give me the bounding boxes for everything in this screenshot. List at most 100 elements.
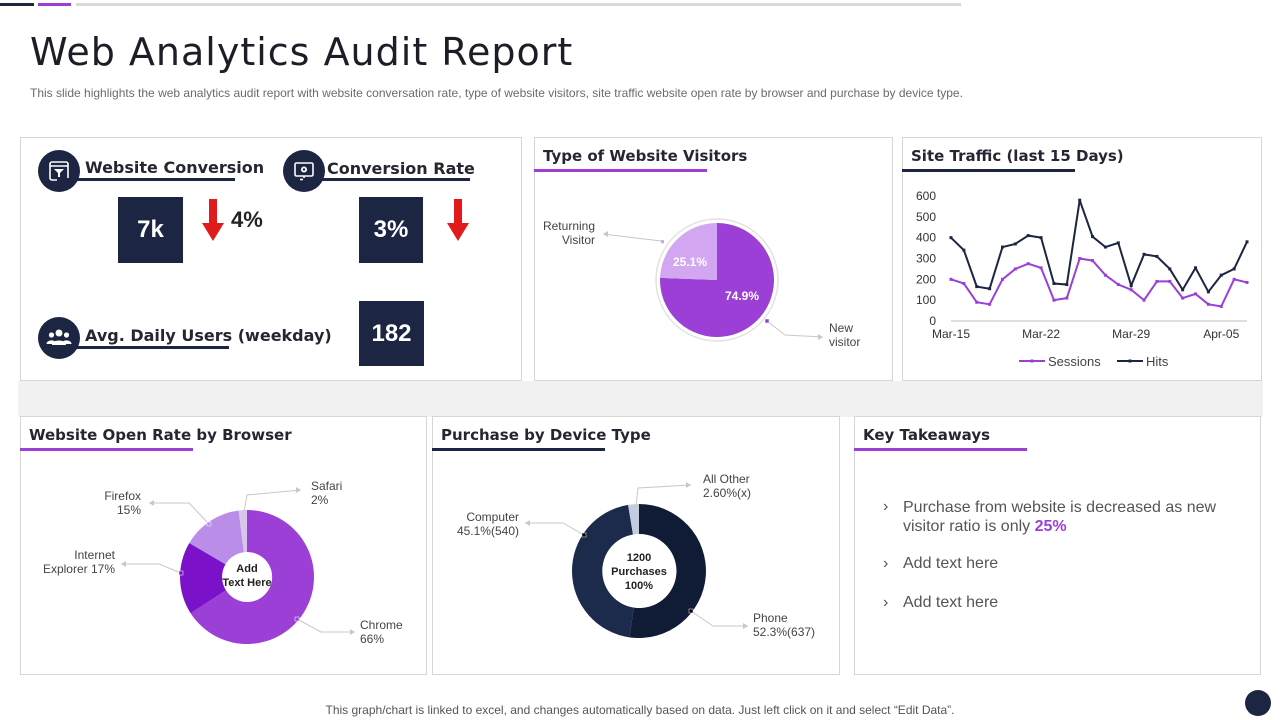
- kpi-card: Website Conversion 7k 4% Conversion Rate…: [20, 137, 522, 381]
- new-visitor-label: New visitor: [829, 321, 861, 349]
- donut-slice-internet-explorer: [180, 542, 226, 614]
- data-point-hits: [1219, 273, 1223, 277]
- avg-daily-users-label: Avg. Daily Users (weekday): [85, 326, 332, 345]
- footer-note: This graph/chart is linked to excel, and…: [325, 703, 955, 717]
- traffic-title: Site Traffic (last 15 Days): [911, 147, 1124, 165]
- y-tick-label: 0: [929, 314, 936, 328]
- page-title: Web Analytics Audit Report: [30, 30, 574, 74]
- series-line-hits: [950, 199, 1248, 294]
- firefox-label: Firefox 15%: [104, 489, 141, 517]
- data-point-sessions: [1168, 279, 1172, 283]
- donut-slice-chrome: [190, 510, 315, 644]
- browser-center-text: Add Text Here: [222, 563, 272, 589]
- data-point-sessions: [988, 302, 992, 306]
- device-card: Purchase by Device Type 1200 Purchases 1…: [432, 416, 840, 675]
- takeaway-1-highlight: 25%: [1034, 518, 1067, 535]
- chevron-right-icon: ›: [883, 555, 889, 572]
- donut-slice-phone: [629, 504, 706, 638]
- y-tick-label: 200: [916, 272, 936, 286]
- visitors-title-underline: [534, 169, 707, 172]
- data-point-hits: [1078, 198, 1082, 202]
- takeaways-title-underline: [854, 448, 1027, 451]
- data-point-sessions: [1245, 280, 1249, 284]
- data-point-hits: [949, 236, 953, 240]
- traffic-card: Site Traffic (last 15 Days) 0 100 200 300 40…: [902, 137, 1262, 381]
- x-tick-label: Mar-15: [932, 327, 970, 341]
- data-point-sessions: [1103, 273, 1107, 277]
- data-point-hits: [1168, 267, 1172, 271]
- takeaways-card: Key Takeaways › Purchase from website is…: [854, 416, 1261, 675]
- donut-slice-computer: [571, 504, 634, 638]
- visitors-title: Type of Website Visitors: [543, 147, 748, 165]
- traffic-title-underline: [902, 169, 1075, 172]
- data-point-hits: [1103, 245, 1107, 249]
- data-point-sessions: [1000, 277, 1004, 281]
- chrome-label: Chrome 66%: [360, 618, 403, 646]
- y-tick-label: 600: [916, 189, 936, 203]
- x-tick-label: Mar-29: [1112, 327, 1150, 341]
- visitors-pie-chart: [602, 218, 824, 342]
- all-other-label: All Other 2.60%(x): [703, 472, 752, 500]
- internet-explorer-label: Internet Explorer 17%: [42, 548, 115, 576]
- y-tick-label: 400: [916, 231, 936, 245]
- takeaway-item-2: › Add text here: [883, 555, 998, 573]
- data-point-hits: [1065, 283, 1069, 287]
- data-point-sessions: [1219, 304, 1223, 308]
- data-point-hits: [1013, 242, 1017, 246]
- data-point-sessions: [1026, 262, 1030, 266]
- data-point-sessions: [1194, 292, 1198, 296]
- new-pct-label: 74.9%: [725, 289, 760, 303]
- data-point-hits: [1194, 266, 1198, 270]
- conversion-rate-underline: [303, 178, 470, 181]
- data-point-sessions: [1155, 279, 1159, 283]
- data-point-sessions: [1206, 302, 1210, 306]
- data-point-sessions: [1039, 266, 1043, 270]
- takeaway-1-text: Purchase from website is decreased as ne…: [903, 499, 1217, 535]
- returning-pct-label: 25.1%: [673, 255, 708, 269]
- x-tick-label: Apr-05: [1203, 327, 1239, 341]
- monitor-gear-icon: [283, 150, 325, 192]
- section-divider-band: [18, 381, 1263, 417]
- browser-title: Website Open Rate by Browser: [29, 426, 292, 444]
- website-conversion-underline: [57, 178, 235, 181]
- data-point-hits: [1245, 240, 1249, 244]
- device-donut-chart: [525, 482, 748, 638]
- takeaway-item-1: › Purchase from website is decreased as …: [883, 498, 1233, 536]
- browser-donut-chart: [121, 487, 355, 644]
- data-point-hits: [1052, 282, 1056, 285]
- data-point-sessions: [949, 277, 953, 281]
- chevron-right-icon: ›: [883, 594, 889, 611]
- donut-slice-safari: [238, 510, 247, 553]
- y-tick-label: 500: [916, 210, 936, 224]
- legend-label-hits: Hits: [1146, 354, 1169, 369]
- corner-circle-decoration: [1245, 690, 1271, 716]
- data-point-sessions: [1181, 296, 1185, 300]
- data-point-hits: [1232, 267, 1236, 271]
- device-title-underline: [432, 448, 605, 451]
- data-point-sessions: [1013, 267, 1017, 271]
- legend-marker-hits: [1128, 359, 1132, 363]
- browser-funnel-icon: [38, 150, 80, 192]
- data-point-hits: [1206, 290, 1210, 294]
- series-line-sessions: [950, 257, 1248, 308]
- data-point-sessions: [1078, 257, 1082, 260]
- data-point-hits: [962, 248, 966, 252]
- donut-slice-firefox: [189, 510, 244, 565]
- website-conversion-label: Website Conversion: [85, 158, 265, 177]
- top-accent-navy: [0, 3, 34, 6]
- avg-daily-users-underline: [57, 346, 229, 349]
- legend-label-sessions: Sessions: [1048, 354, 1101, 369]
- top-accent-grey: [76, 3, 961, 6]
- pie-slice-new-visitor: [660, 223, 775, 337]
- safari-label: Safari 2%: [311, 479, 343, 507]
- chevron-right-icon: ›: [883, 498, 889, 515]
- device-center-text: 1200 Purchases 100%: [611, 552, 667, 592]
- page-subtitle: This slide highlights the web analytics …: [30, 86, 963, 100]
- data-point-hits: [1129, 284, 1133, 288]
- conversion-rate-label: Conversion Rate: [327, 159, 475, 178]
- data-point-hits: [988, 287, 992, 291]
- pie-slice-returning-visitor: [660, 223, 717, 280]
- data-point-hits: [975, 285, 979, 289]
- users-group-icon: [38, 317, 80, 359]
- phone-label: Phone 52.3%(637): [753, 611, 816, 639]
